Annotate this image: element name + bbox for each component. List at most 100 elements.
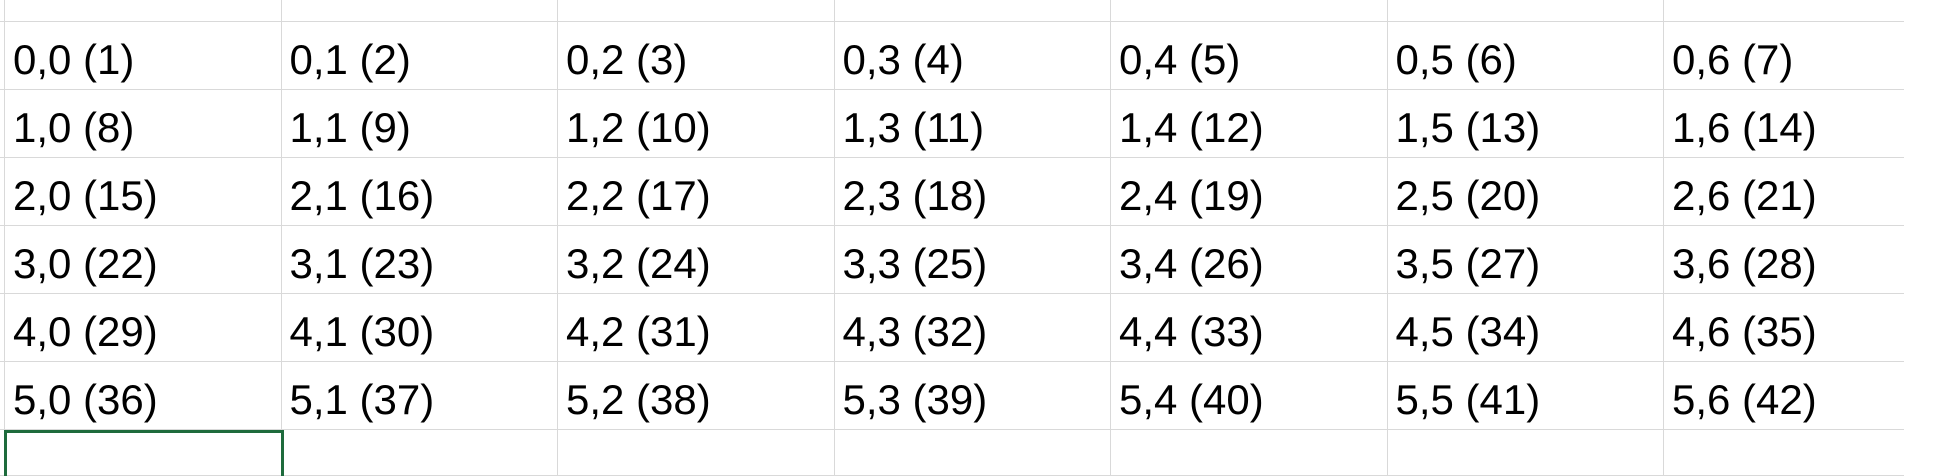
grid-cell[interactable] [281,430,558,476]
grid-cell[interactable] [834,0,1111,22]
cell-value: 4,6 (35) [1672,308,1817,355]
grid-cell[interactable] [1387,430,1664,476]
grid-cell[interactable] [0,362,5,430]
grid-cell[interactable]: 4,6 (35) [1664,294,1904,362]
grid-row-empty [0,430,1958,476]
cell-value: 5,3 (39) [842,376,988,423]
grid-cell[interactable]: 5,0 (36) [5,362,282,430]
grid-cell[interactable]: 1,4 (12) [1111,90,1388,158]
cell-value: 1,5 (13) [1395,104,1541,151]
grid-cell[interactable] [834,430,1111,476]
grid-cell[interactable] [1387,0,1664,22]
grid-cell[interactable]: 1,3 (11) [834,90,1111,158]
cell-value: 5,2 (38) [566,376,711,423]
grid-cell[interactable]: 2,1 (16) [281,158,558,226]
cell-value: 2,3 (18) [842,172,988,219]
grid-cell[interactable]: 4,3 (32) [834,294,1111,362]
grid-row: 5,0 (36) 5,1 (37) 5,2 (38) 5,3 (39) 5,4 … [0,362,1958,430]
cell-value: 1,4 (12) [1119,104,1264,151]
grid-cell[interactable]: 4,4 (33) [1111,294,1388,362]
grid-cell[interactable]: 5,6 (42) [1664,362,1904,430]
grid-cell[interactable]: 1,2 (10) [558,90,835,158]
cell-value: 2,0 (15) [13,172,158,219]
cell-value: 4,1 (30) [289,308,435,355]
grid-cell[interactable]: 3,5 (27) [1387,226,1664,294]
cell-value: 4,0 (29) [13,308,158,355]
grid-cell[interactable]: 2,4 (19) [1111,158,1388,226]
grid-cell[interactable]: 1,5 (13) [1387,90,1664,158]
cell-value: 4,4 (33) [1119,308,1264,355]
cell-value: 5,5 (41) [1395,376,1541,423]
grid-cell[interactable]: 0,1 (2) [281,22,558,90]
grid-cell[interactable]: 2,3 (18) [834,158,1111,226]
cell-value: 1,3 (11) [842,104,985,151]
grid-cell[interactable] [1664,430,1904,476]
grid-cell[interactable]: 1,0 (8) [5,90,282,158]
cell-value: 5,6 (42) [1672,376,1817,423]
grid-cell[interactable]: 4,1 (30) [281,294,558,362]
grid-cell[interactable] [1111,0,1388,22]
cell-value: 1,0 (8) [13,104,135,151]
cell-value: 4,3 (32) [842,308,988,355]
grid-cell[interactable]: 1,1 (9) [281,90,558,158]
cell-value: 3,2 (24) [566,240,711,287]
grid-cell[interactable]: 0,6 (7) [1664,22,1904,90]
cell-value: 0,3 (4) [842,36,964,83]
cell-value: 0,4 (5) [1119,36,1241,83]
grid-cell[interactable] [558,430,835,476]
grid-cell[interactable]: 4,2 (31) [558,294,835,362]
cell-value: 1,2 (10) [566,104,711,151]
grid-cell[interactable]: 5,2 (38) [558,362,835,430]
cell-value: 5,0 (36) [13,376,158,423]
grid-cell[interactable]: 3,3 (25) [834,226,1111,294]
cell-value: 2,4 (19) [1119,172,1264,219]
cell-value: 2,5 (20) [1395,172,1541,219]
grid-cell[interactable]: 1,6 (14) [1664,90,1904,158]
cell-value: 3,6 (28) [1672,240,1817,287]
cell-value: 0,1 (2) [289,36,411,83]
grid-cell[interactable] [5,0,282,22]
grid-cell[interactable]: 3,1 (23) [281,226,558,294]
cell-value: 3,5 (27) [1395,240,1541,287]
grid-cell[interactable]: 3,6 (28) [1664,226,1904,294]
grid-cell[interactable]: 0,5 (6) [1387,22,1664,90]
grid-row: 4,0 (29) 4,1 (30) 4,2 (31) 4,3 (32) 4,4 … [0,294,1958,362]
grid-cell[interactable]: 2,5 (20) [1387,158,1664,226]
grid-cell[interactable]: 3,2 (24) [558,226,835,294]
grid-cell[interactable]: 0,4 (5) [1111,22,1388,90]
cell-value: 1,6 (14) [1672,104,1817,151]
grid-cell[interactable]: 5,5 (41) [1387,362,1664,430]
grid-cell[interactable] [1664,0,1904,22]
grid-cell[interactable]: 5,1 (37) [281,362,558,430]
grid-cell[interactable]: 0,0 (1) [5,22,282,90]
grid-cell[interactable] [0,0,5,22]
grid-cell[interactable]: 2,2 (17) [558,158,835,226]
grid-cell[interactable] [1111,430,1388,476]
grid-cell[interactable]: 4,0 (29) [5,294,282,362]
cell-value: 0,0 (1) [13,36,135,83]
cell-value: 0,5 (6) [1395,36,1517,83]
grid-cell[interactable]: 3,0 (22) [5,226,282,294]
grid-cell[interactable] [558,0,835,22]
active-cell-selection[interactable] [4,430,284,476]
cell-value: 1,1 (9) [289,104,411,151]
grid-cell[interactable]: 2,6 (21) [1664,158,1904,226]
grid-cell[interactable]: 0,2 (3) [558,22,835,90]
grid-cell[interactable] [0,226,5,294]
grid-cell[interactable]: 3,4 (26) [1111,226,1388,294]
grid-cell[interactable] [0,158,5,226]
grid-row: 3,0 (22) 3,1 (23) 3,2 (24) 3,3 (25) 3,4 … [0,226,1958,294]
cell-value: 4,2 (31) [566,308,711,355]
grid-cell[interactable]: 4,5 (34) [1387,294,1664,362]
grid-cell[interactable]: 5,4 (40) [1111,362,1388,430]
grid-cell[interactable]: 0,3 (4) [834,22,1111,90]
grid-cell[interactable] [281,0,558,22]
cell-value: 2,2 (17) [566,172,711,219]
grid-cell[interactable] [0,22,5,90]
cell-value: 2,6 (21) [1672,172,1817,219]
grid-cell[interactable] [0,90,5,158]
grid-cell[interactable]: 5,3 (39) [834,362,1111,430]
grid-cell[interactable] [0,294,5,362]
grid-cell[interactable]: 2,0 (15) [5,158,282,226]
